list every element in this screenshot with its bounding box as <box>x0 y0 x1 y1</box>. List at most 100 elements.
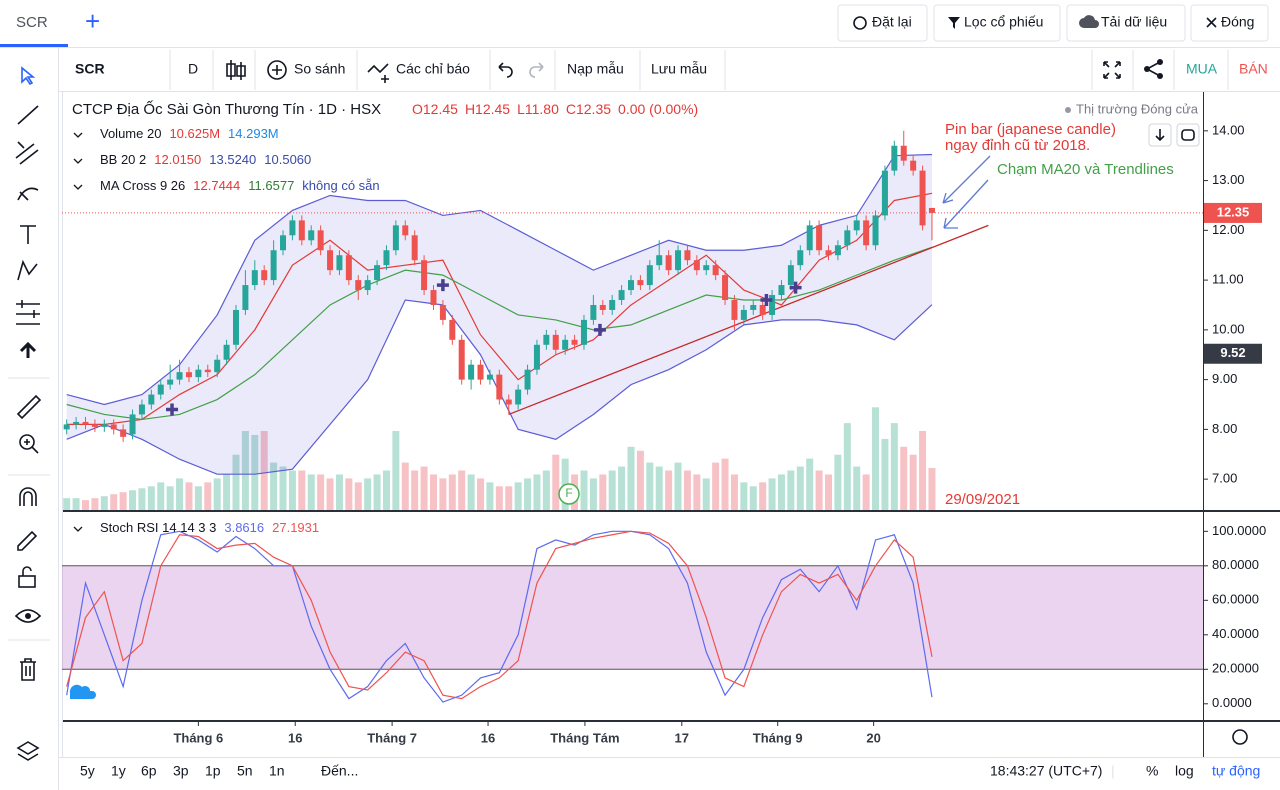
candle-body <box>280 235 287 251</box>
volume-bar <box>373 474 381 510</box>
new-tab[interactable]: + <box>85 6 100 36</box>
load-template[interactable]: Nạp mẫu <box>567 61 624 77</box>
candle-body <box>223 344 230 360</box>
y-tick-label: 11.00 <box>1212 272 1244 287</box>
volume-bar <box>872 407 880 510</box>
button-label[interactable]: Đóng <box>1221 14 1254 30</box>
magnet-tool[interactable] <box>19 487 37 506</box>
icon <box>853 16 867 30</box>
button-label[interactable]: Tải dữ liệu <box>1101 14 1167 30</box>
auto-scale[interactable]: tự động <box>1212 763 1260 779</box>
x-tick-label: 20 <box>866 730 880 745</box>
pattern-tool[interactable] <box>17 259 38 281</box>
range-button[interactable]: 1y <box>111 763 126 779</box>
indicators-icon[interactable] <box>367 63 389 83</box>
candle-body <box>684 250 691 261</box>
delete-tool[interactable] <box>20 658 36 681</box>
redo[interactable] <box>529 62 544 78</box>
fullscreen[interactable] <box>1103 61 1121 79</box>
forecast-tool[interactable] <box>16 300 40 325</box>
candle-body <box>101 424 108 427</box>
y-tick-label: 13.00 <box>1212 172 1245 187</box>
candle-body <box>176 372 183 380</box>
volume-bar <box>815 470 823 510</box>
sell[interactable]: BÁN <box>1239 61 1268 77</box>
button[interactable] <box>1066 4 1186 42</box>
range-button[interactable]: 1p <box>205 763 221 779</box>
brush-tool[interactable] <box>17 187 39 201</box>
volume-bar <box>166 486 174 510</box>
bottom-bar: | Đến... 18:43:27 (UTC+7) % log tự động … <box>80 763 1260 779</box>
ruler-tool[interactable] <box>16 394 42 420</box>
candle-body <box>646 265 653 286</box>
indicator-line <box>66 153 932 406</box>
chart-style-icon[interactable] <box>226 60 246 80</box>
range-button[interactable]: 6p <box>141 763 157 779</box>
y-tick-label: 12.00 <box>1212 222 1245 237</box>
legend-value: 10.625M <box>169 126 220 141</box>
legend-toggle[interactable] <box>73 526 83 532</box>
save-template[interactable]: Lưu mẫu <box>651 61 707 77</box>
candle-body <box>524 369 531 390</box>
volume-bar <box>712 462 720 510</box>
buy[interactable]: MUA <box>1186 61 1218 77</box>
lock-drawing-tool[interactable] <box>17 530 38 551</box>
goto-date[interactable]: Đến... <box>321 763 358 779</box>
range-button[interactable]: 1n <box>269 763 285 779</box>
zoom-tool[interactable] <box>19 434 35 450</box>
object-tree[interactable] <box>16 741 40 761</box>
candle-body <box>703 265 710 271</box>
range-button[interactable]: 5n <box>237 763 253 779</box>
candle-body <box>891 145 898 171</box>
button[interactable] <box>837 4 928 42</box>
volume-bar <box>730 474 738 510</box>
trendline <box>508 224 989 416</box>
compare[interactable]: So sánh <box>294 61 345 77</box>
volume-bar <box>232 454 240 510</box>
candle-body <box>383 250 390 266</box>
event-flag[interactable] <box>558 483 580 505</box>
band-fill <box>66 154 932 475</box>
interval[interactable]: D <box>188 61 198 77</box>
symbol[interactable]: SCR <box>75 61 105 77</box>
compare-icon[interactable] <box>267 60 287 80</box>
trendline-tool[interactable] <box>17 105 39 125</box>
legend-entry: Stoch RSI 14 14 3 3 3.8616 27.1931 <box>100 520 319 535</box>
pane-button[interactable] <box>1176 123 1200 147</box>
legend-label: Stoch RSI 14 14 3 3 <box>100 520 216 535</box>
arrow-tool[interactable] <box>19 341 37 358</box>
candle-body <box>628 280 634 291</box>
range-button[interactable]: 3p <box>173 763 189 779</box>
text-tool[interactable] <box>20 225 36 244</box>
volume-bar <box>777 474 785 510</box>
fib-tool[interactable] <box>15 141 39 165</box>
candle-body <box>656 255 663 266</box>
chart-panes: 7.00 8.00 9.00 10.00 11.00 12.00 13.00 14.00 Thá… <box>62 100 1266 745</box>
legend-value: 12.0150 <box>154 152 201 167</box>
cross-marker <box>593 323 606 336</box>
lock-tool[interactable] <box>18 575 36 588</box>
range-button[interactable]: 5y <box>80 763 95 779</box>
volume-bar <box>176 478 184 510</box>
cursor-tool[interactable] <box>21 66 36 86</box>
percent-scale[interactable]: % <box>1146 763 1158 779</box>
tab[interactable]: SCR <box>16 14 48 31</box>
candle-body <box>533 344 540 370</box>
candle-body <box>693 260 700 271</box>
button[interactable] <box>933 4 1061 42</box>
volume-bar <box>495 486 503 510</box>
candle-body <box>750 304 757 310</box>
log-scale[interactable]: log <box>1175 763 1194 779</box>
button[interactable] <box>1190 4 1269 42</box>
settings[interactable] <box>1232 729 1248 745</box>
button-label[interactable]: Đặt lại <box>872 14 912 30</box>
candle-body <box>787 265 794 286</box>
volume-bar <box>646 462 654 510</box>
undo[interactable] <box>498 62 513 78</box>
indicators[interactable]: Các chỉ báo <box>396 61 470 77</box>
legend-toggle[interactable] <box>73 132 83 138</box>
volume-bar <box>251 434 259 510</box>
button-label[interactable]: Lọc cổ phiếu <box>964 14 1043 30</box>
visibility-tool[interactable] <box>14 609 42 623</box>
candle-body <box>270 250 277 281</box>
